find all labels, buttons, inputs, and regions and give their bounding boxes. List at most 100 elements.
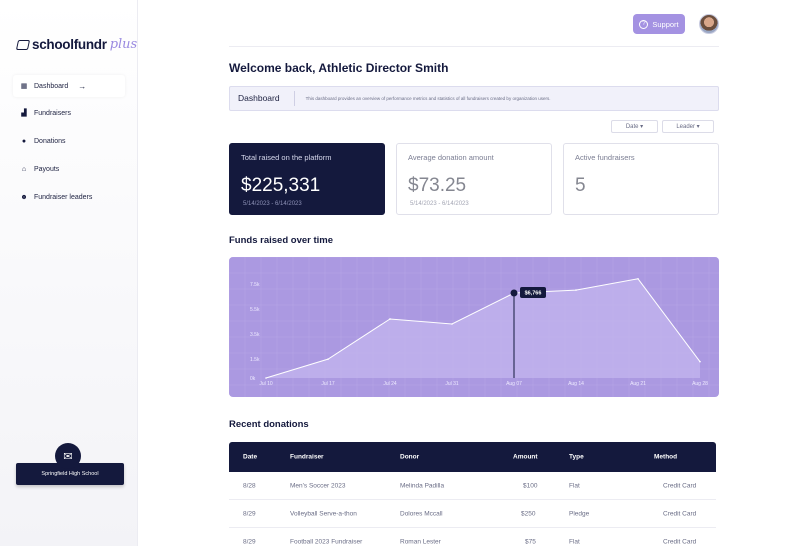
brand-logo[interactable]: schoolfundr plus xyxy=(15,37,138,52)
stat-card-active-fundraisers: Active fundraisers 5 xyxy=(563,143,719,215)
cell-type: Flat xyxy=(569,482,580,489)
sidebar-item-dashboard[interactable]: ▦ Dashboard → xyxy=(13,75,125,97)
x-tick-label: Aug 28 xyxy=(692,381,708,387)
sidebar-item-label: Fundraisers xyxy=(34,110,71,118)
stat-card-average-donation: Average donation amount $73.25 5/14/2023… xyxy=(396,143,552,215)
dashboard-info-bar: Dashboard This dashboard provides an ove… xyxy=(229,86,719,111)
brand-suffix: plus xyxy=(109,37,138,52)
y-tick-label: 3.5k xyxy=(250,332,260,338)
data-point xyxy=(451,323,453,325)
cell-amount: $100 xyxy=(523,482,538,489)
cell-amount: $75 xyxy=(525,538,536,545)
bank-icon: ⌂ xyxy=(21,165,27,173)
column-header-method[interactable]: Method xyxy=(654,453,678,461)
column-header-date[interactable]: Date xyxy=(243,453,258,461)
header-divider xyxy=(229,46,719,47)
stat-label: Average donation amount xyxy=(408,153,494,162)
cell-method: Credit Card xyxy=(663,482,697,489)
table-row[interactable]: 8/28 Men's Soccer 2023 Melinda Padilla $… xyxy=(229,472,716,500)
cell-donor: Melinda Padilla xyxy=(400,482,445,489)
funds-area-chart[interactable]: 0k 1.5k 3.5k 5.5k 7.5k Jul 10 Jul 17 Jul 24 Jul … xyxy=(229,257,719,397)
support-label: Support xyxy=(652,19,679,29)
users-icon: ☻ xyxy=(20,193,28,201)
tooltip-box xyxy=(520,287,546,299)
leader-filter-label: Leader ▾ xyxy=(676,124,700,130)
cell-method: Credit Card xyxy=(663,510,697,517)
column-header-amount[interactable]: Amount xyxy=(513,453,538,461)
cell-donor: Roman Lester xyxy=(400,538,441,545)
x-tick-label: Jul 17 xyxy=(321,381,335,387)
stat-range: 5/14/2023 - 6/14/2023 xyxy=(410,201,469,207)
dashboard-bar-description: This dashboard provides an overview of p… xyxy=(305,96,551,101)
series-line xyxy=(265,278,701,379)
stat-card-total-raised: Total raised on the platform $225,331 5/… xyxy=(229,143,385,215)
column-header-fundraiser[interactable]: Fundraiser xyxy=(290,453,324,461)
funds-chart-title: Funds raised over time xyxy=(229,235,334,246)
chart-icon: ▟ xyxy=(21,110,27,118)
cell-donor: Dolores Mccall xyxy=(400,510,443,517)
sidebar-item-label: Dashboard xyxy=(34,82,69,90)
cell-type: Pledge xyxy=(569,510,590,517)
date-filter-select[interactable]: Date ▾ xyxy=(611,120,658,133)
school-switcher-button[interactable]: Springfield High School xyxy=(16,463,124,485)
data-point xyxy=(637,277,639,280)
sidebar-item-fundraiser-leaders[interactable]: ☻ Fundraiser leaders xyxy=(13,186,125,208)
grid-icon: ▦ xyxy=(20,82,28,90)
school-name: Springfield High School xyxy=(41,471,99,477)
recent-donations-title: Recent donations xyxy=(229,419,309,430)
x-tick-label: Aug 21 xyxy=(630,381,646,387)
table-header: Date Fundraiser Donor Amount Type Method xyxy=(229,442,716,472)
sidebar-nav: ▦ Dashboard → ▟ Fundraisers ● Donations … xyxy=(13,75,125,214)
y-tick-label: 5.5k xyxy=(250,307,260,313)
x-tick-label: Jul 31 xyxy=(445,381,459,387)
y-tick-label: 1.5k xyxy=(250,357,260,363)
data-point xyxy=(389,318,391,320)
sidebar: schoolfundr plus ▦ Dashboard → ▟ Fundrai… xyxy=(0,0,138,546)
avatar[interactable] xyxy=(699,14,719,34)
table-row[interactable]: 8/29 Football 2023 Fundraiser Roman Lest… xyxy=(229,528,716,546)
date-filter-label: Date ▾ xyxy=(625,124,644,130)
stat-label: Active fundraisers xyxy=(575,153,635,162)
cell-fundraiser: Men's Soccer 2023 xyxy=(290,482,346,489)
data-point xyxy=(265,377,267,379)
stat-value: 5 xyxy=(575,175,586,196)
stat-value: $73.25 xyxy=(408,175,467,196)
column-header-type[interactable]: Type xyxy=(569,453,584,461)
data-point xyxy=(575,289,577,291)
cell-fundraiser: Volleyball Serve-a-thon xyxy=(290,510,357,517)
sidebar-item-payouts[interactable]: ⌂ Payouts xyxy=(13,158,125,180)
data-point xyxy=(699,360,701,363)
logo-mark-icon xyxy=(15,39,31,50)
stat-label: Total raised on the platform xyxy=(241,153,332,162)
dollar-icon: ● xyxy=(21,138,27,146)
sidebar-item-fundraisers[interactable]: ▟ Fundraisers xyxy=(13,103,125,125)
sidebar-item-label: Donations xyxy=(34,138,66,146)
table-row[interactable]: 8/29 Volleyball Serve-a-thon Dolores Mcc… xyxy=(229,500,716,528)
help-icon: ? xyxy=(639,19,649,29)
cell-amount: $250 xyxy=(521,510,536,517)
support-button[interactable]: ? Support xyxy=(633,14,685,34)
leader-filter-select[interactable]: Leader ▾ xyxy=(662,120,714,133)
cell-type: Flat xyxy=(569,538,580,545)
dashboard-bar-title: Dashboard xyxy=(230,91,295,106)
chart-svg: 0k 1.5k 3.5k 5.5k 7.5k Jul 10 Jul 17 Jul 24 Jul … xyxy=(229,257,719,397)
area-fill xyxy=(266,278,700,378)
stat-range: 5/14/2023 - 6/14/2023 xyxy=(243,201,302,207)
sidebar-item-donations[interactable]: ● Donations xyxy=(13,131,125,153)
column-header-donor[interactable]: Donor xyxy=(400,453,420,461)
tooltip-label: $6,766 xyxy=(525,291,542,297)
recent-donations-table: Date Fundraiser Donor Amount Type Method… xyxy=(229,442,716,546)
school-logo-icon: ✉ xyxy=(55,443,81,469)
brand-name: schoolfundr xyxy=(32,37,107,52)
cell-fundraiser: Football 2023 Fundraiser xyxy=(290,538,363,545)
cell-method: Credit Card xyxy=(663,538,697,545)
sidebar-item-label: Payouts xyxy=(34,165,60,173)
sidebar-item-label: Fundraiser leaders xyxy=(34,193,93,201)
x-tick-label: Aug 14 xyxy=(568,381,584,387)
cell-date: 8/29 xyxy=(243,538,256,545)
y-tick-label: 7.5k xyxy=(250,282,260,288)
x-tick-label: Jul 24 xyxy=(383,381,397,387)
x-tick-label: Jul 10 xyxy=(259,381,273,387)
cell-date: 8/28 xyxy=(243,482,256,489)
y-tick-label: 0k xyxy=(250,376,256,382)
